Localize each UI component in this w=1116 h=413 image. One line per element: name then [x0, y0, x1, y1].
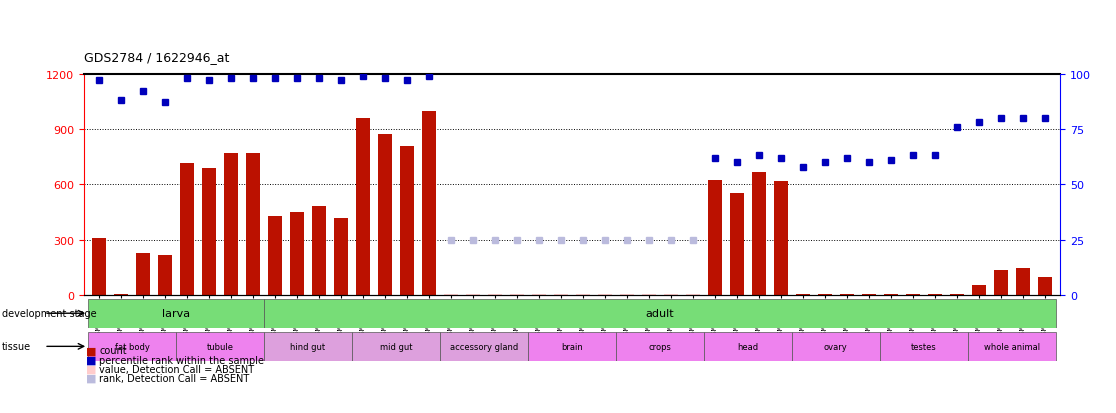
Bar	[444, 294, 459, 295]
Bar	[532, 294, 546, 295]
Bar	[862, 294, 876, 295]
Bar	[993, 271, 1008, 295]
Bar	[884, 294, 898, 295]
Bar	[664, 294, 679, 295]
Bar	[704, 332, 792, 361]
Text: whole animal: whole animal	[983, 342, 1040, 351]
Bar	[378, 134, 392, 295]
Text: testes: testes	[911, 342, 936, 351]
Bar	[92, 238, 106, 295]
Bar	[440, 332, 528, 361]
Bar	[202, 168, 217, 295]
Bar	[114, 294, 128, 295]
Text: rank, Detection Call = ABSENT: rank, Detection Call = ABSENT	[99, 373, 250, 383]
Bar	[422, 112, 436, 295]
Bar	[356, 119, 371, 295]
Bar	[792, 332, 879, 361]
Bar	[246, 154, 260, 295]
Text: fat body: fat body	[115, 342, 150, 351]
Bar	[180, 164, 194, 295]
Bar	[290, 212, 305, 295]
Text: brain: brain	[561, 342, 583, 351]
Bar	[796, 294, 810, 295]
Text: ■: ■	[86, 373, 96, 383]
Bar	[972, 285, 985, 295]
Bar	[879, 332, 968, 361]
Bar	[88, 299, 264, 328]
Bar	[818, 294, 833, 295]
Text: count: count	[99, 346, 127, 356]
Bar	[136, 253, 151, 295]
Bar	[224, 154, 238, 295]
Text: hind gut: hind gut	[290, 342, 326, 351]
Bar	[311, 207, 326, 295]
Text: tubule: tubule	[206, 342, 233, 351]
Bar	[642, 294, 656, 295]
Bar	[598, 294, 612, 295]
Bar	[616, 332, 704, 361]
Text: tissue: tissue	[2, 342, 31, 351]
Text: percentile rank within the sample: percentile rank within the sample	[99, 355, 264, 365]
Bar	[264, 299, 1056, 328]
Bar	[264, 332, 352, 361]
Bar	[554, 294, 568, 295]
Bar	[1038, 278, 1052, 295]
Text: head: head	[738, 342, 759, 351]
Bar	[576, 294, 590, 295]
Bar	[158, 256, 172, 295]
Text: adult: adult	[646, 309, 674, 318]
Bar	[528, 332, 616, 361]
Bar	[730, 193, 744, 295]
Bar	[950, 294, 964, 295]
Bar	[1016, 268, 1030, 295]
Text: value, Detection Call = ABSENT: value, Detection Call = ABSENT	[99, 364, 254, 374]
Text: accessory gland: accessory gland	[450, 342, 518, 351]
Text: larva: larva	[162, 309, 190, 318]
Bar	[927, 294, 942, 295]
Bar	[752, 173, 766, 295]
Bar	[88, 332, 176, 361]
Bar	[352, 332, 440, 361]
Bar	[176, 332, 264, 361]
Text: ■: ■	[86, 364, 96, 374]
Text: crops: crops	[648, 342, 672, 351]
Bar	[773, 182, 788, 295]
Bar	[400, 147, 414, 295]
Text: ■: ■	[86, 346, 96, 356]
Bar	[906, 294, 920, 295]
Text: ovary: ovary	[824, 342, 848, 351]
Bar	[488, 294, 502, 295]
Bar	[334, 219, 348, 295]
Bar	[968, 332, 1056, 361]
Bar	[708, 180, 722, 295]
Bar	[685, 294, 700, 295]
Bar	[510, 294, 525, 295]
Bar	[839, 294, 854, 295]
Bar	[619, 294, 634, 295]
Text: mid gut: mid gut	[379, 342, 412, 351]
Text: GDS2784 / 1622946_at: GDS2784 / 1622946_at	[84, 51, 229, 64]
Bar	[465, 294, 480, 295]
Bar	[268, 216, 282, 295]
Text: development stage: development stage	[2, 309, 97, 318]
Text: ■: ■	[86, 355, 96, 365]
